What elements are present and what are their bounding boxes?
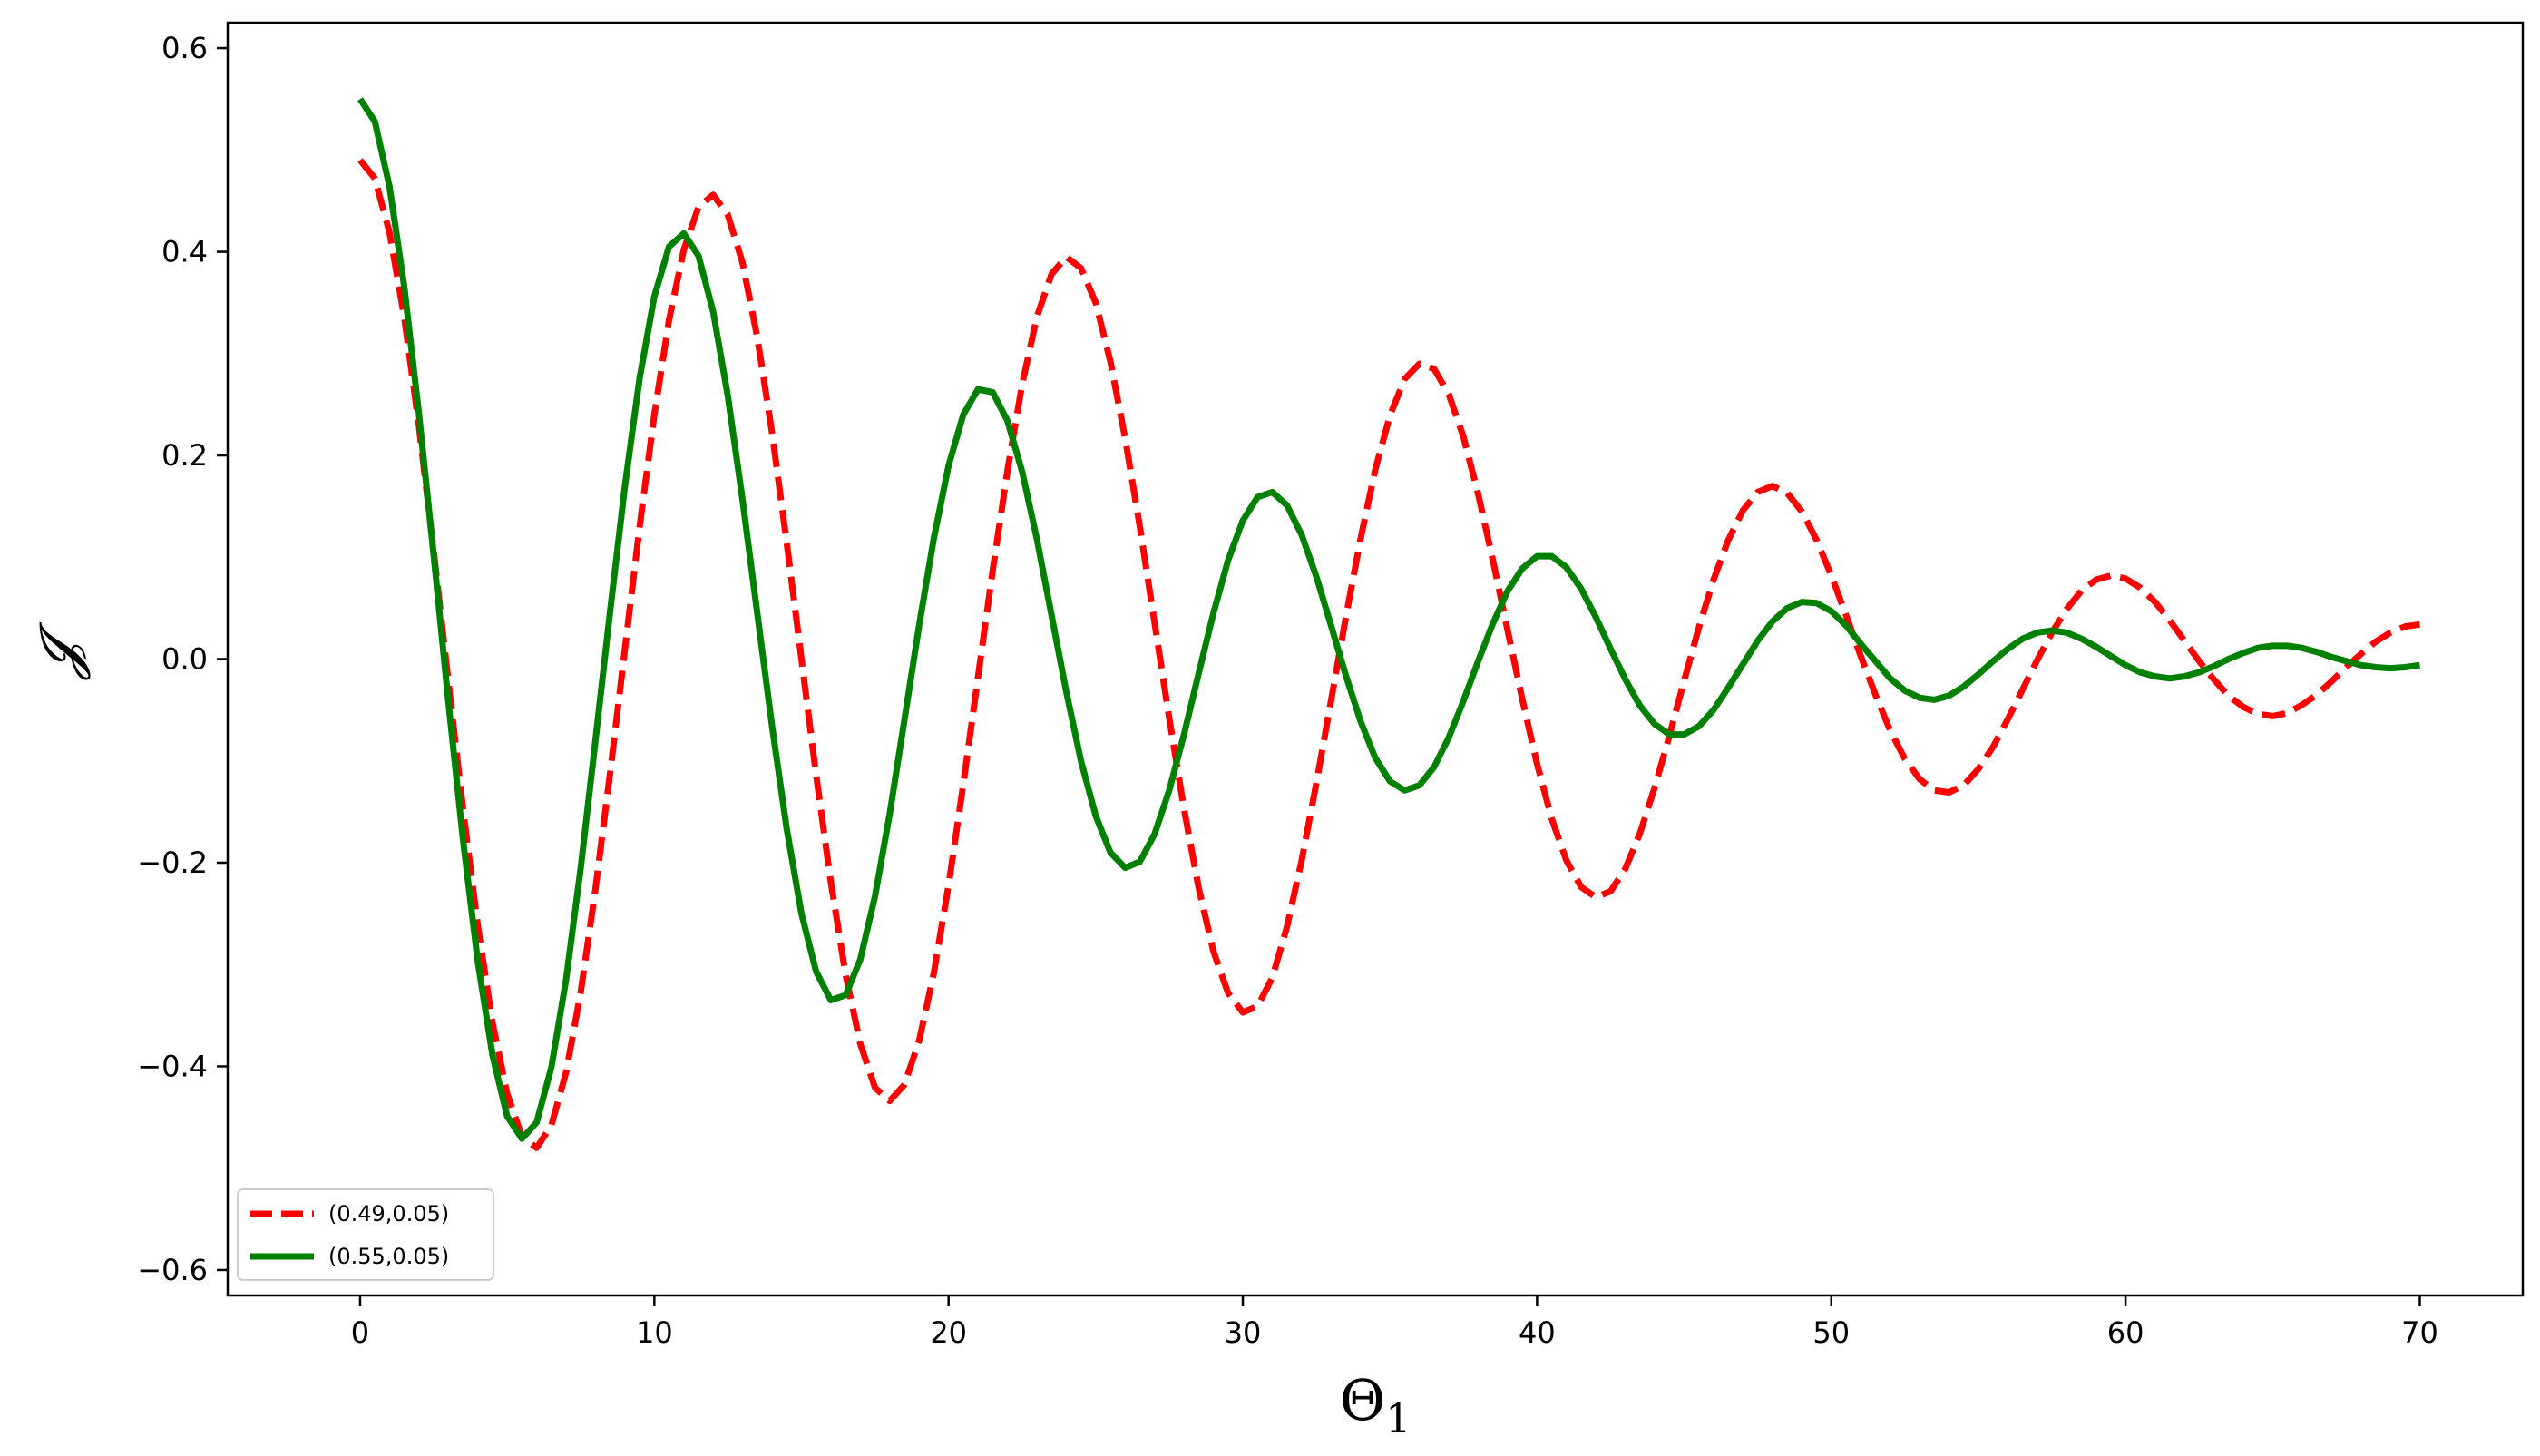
x-tick-label: 0: [351, 1315, 369, 1350]
x-tick-label: 20: [930, 1315, 967, 1350]
y-axis-ticks: −0.6 −0.4 −0.2 0.0 0.2 0.4 0.6: [137, 31, 228, 1287]
x-axis-label: Θ1: [1340, 1367, 1412, 1442]
y-tick-label: 0.2: [161, 438, 208, 473]
x-tick-label: 50: [1812, 1315, 1850, 1350]
x-axis-ticks: 0 10 20 30 40 50 60 70: [351, 1295, 2438, 1350]
y-tick-label: 0.4: [161, 235, 208, 269]
series-layer: [357, 97, 2420, 1151]
series-line-1: [357, 158, 2420, 1151]
x-tick-label: 60: [2107, 1315, 2144, 1350]
legend-label-series-1: (0.49,0.05): [328, 1201, 449, 1226]
x-axis-label-subscript: 1: [1385, 1396, 1411, 1442]
y-tick-label: −0.4: [137, 1049, 208, 1083]
legend: (0.49,0.05) (0.55,0.05): [237, 1188, 494, 1281]
y-tick-label: −0.2: [137, 845, 208, 880]
y-tick-label: 0.6: [161, 31, 208, 65]
x-tick-label: 30: [1225, 1315, 1262, 1350]
legend-label-series-2: (0.55,0.05): [328, 1244, 449, 1269]
x-tick-label: 70: [2401, 1315, 2438, 1350]
x-tick-label: 40: [1519, 1315, 1556, 1350]
y-tick-label: −0.6: [137, 1253, 208, 1287]
x-tick-label: 10: [636, 1315, 673, 1350]
y-tick-label: 0.0: [161, 642, 208, 677]
x-axis-label-main: Θ: [1340, 1367, 1386, 1433]
series-line-2: [357, 97, 2420, 1142]
